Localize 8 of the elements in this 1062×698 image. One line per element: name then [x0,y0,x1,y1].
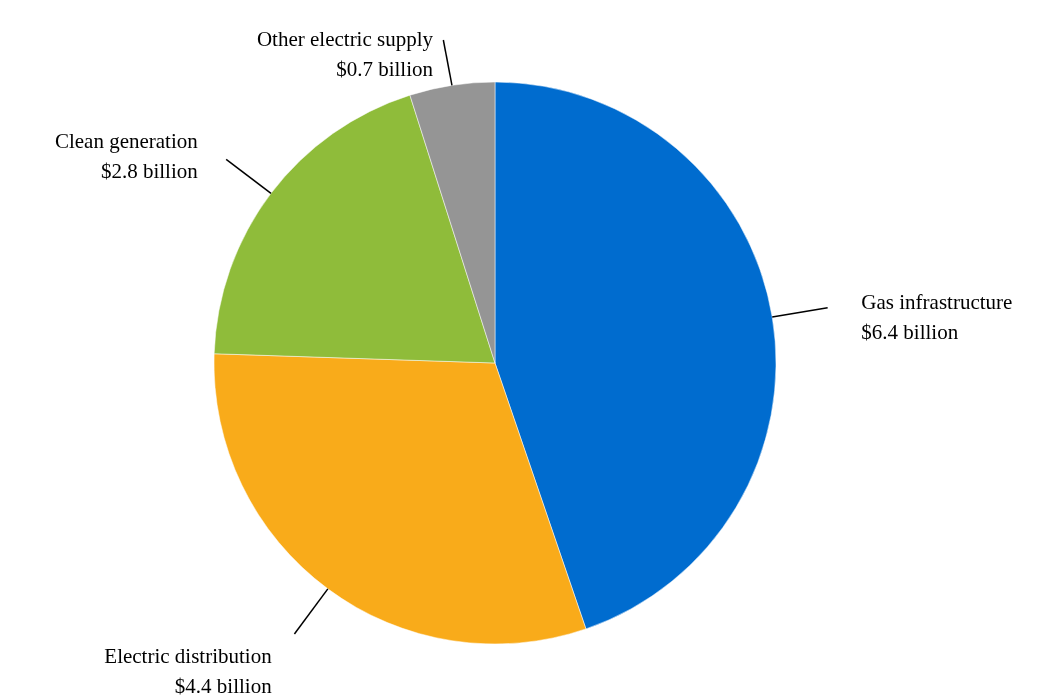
slice-label: Other electric supply [256,27,434,51]
slice-label: Gas infrastructure [861,290,1013,315]
data-label: $4.4 billion [174,673,273,698]
data-label: $0.7 billion [336,57,434,81]
slice-label: Clean generation [54,129,199,154]
slice-label: Electric distribution [104,643,273,668]
data-label: $6.4 billion [861,320,959,345]
data-label: $2.8 billion [100,159,199,184]
